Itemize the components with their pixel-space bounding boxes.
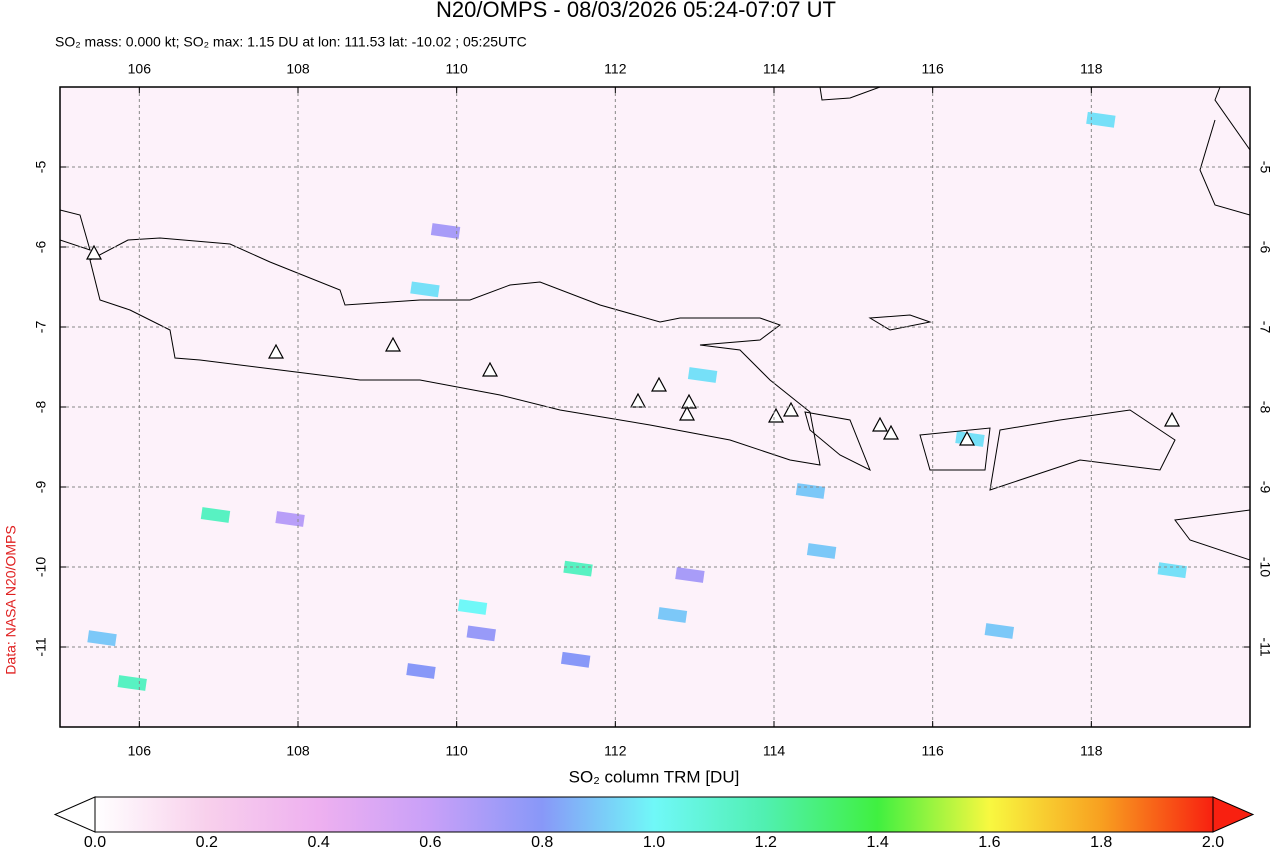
so2-cell: [657, 607, 688, 623]
x-tick-label: 108: [286, 61, 310, 77]
x-tick-label: 118: [1080, 743, 1103, 759]
x-tick-label: 116: [922, 61, 945, 77]
map-frame: [59, 86, 1251, 728]
y-tick-label: -7: [1257, 321, 1272, 334]
so2-cell: [984, 623, 1015, 639]
y-tick-label: -7: [33, 321, 49, 334]
colorbar-tick-label: 0.4: [307, 834, 329, 851]
y-tick-label: -10: [33, 557, 49, 577]
x-tick-label: 112: [604, 61, 627, 77]
x-tick-label: 112: [604, 743, 627, 759]
volcano: [767, 407, 785, 423]
volcano: [680, 393, 698, 409]
so2-cell: [806, 543, 837, 559]
colorbar-tick-label: 1.8: [1090, 834, 1112, 851]
y-tick-label: -9: [1257, 481, 1272, 494]
subtitle: SO₂ mass: 0.000 kt; SO₂ max: 1.15 DU at …: [55, 34, 527, 50]
x-tick-label: 110: [446, 743, 469, 759]
volcano: [782, 401, 800, 417]
y-tick-label: -5: [1257, 161, 1272, 174]
volcano: [871, 416, 889, 432]
so2-cell: [1157, 562, 1187, 579]
colorbar: [94, 796, 1214, 833]
volcano: [267, 343, 285, 359]
y-tick-label: -6: [33, 241, 49, 254]
y-tick-label: -11: [33, 637, 49, 656]
so2-cell: [687, 367, 718, 383]
volcano: [481, 361, 499, 377]
colorbar-min-arrow: [53, 796, 96, 833]
colorbar-tick-label: 0.6: [419, 834, 441, 851]
so2-cell: [87, 630, 117, 647]
colorbar-tick-label: 2.0: [1202, 834, 1224, 851]
coastline: [919, 427, 991, 471]
y-tick-label: -11: [1257, 637, 1272, 656]
so2-cell: [560, 651, 591, 668]
so2-cell: [275, 511, 305, 527]
cells: [87, 111, 1187, 691]
volcano: [650, 376, 668, 392]
x-tick-label: 110: [446, 61, 469, 77]
coastline: [1174, 509, 1250, 561]
coastline: [1199, 87, 1250, 216]
y-tick-label: -10: [1257, 557, 1272, 577]
colorbar-tick-label: 0.0: [84, 834, 106, 851]
coastline: [89, 237, 821, 466]
so2-cell: [430, 223, 461, 239]
coastline: [60, 209, 932, 331]
so2-cell: [466, 625, 496, 642]
axes: 106 106 108 108 110 110 112 112 114 114 116 116 118 1…: [33, 61, 1272, 759]
volcano: [384, 336, 402, 352]
x-tick-label: 116: [922, 743, 945, 759]
volcano: [678, 405, 696, 421]
y-tick-label: -6: [1257, 241, 1272, 254]
so2-cell: [457, 599, 488, 615]
x-tick-label: 118: [1080, 61, 1103, 77]
y-tick-label: -5: [33, 161, 49, 174]
so2-cell: [1086, 111, 1116, 128]
so2-cell: [410, 281, 440, 298]
coastline: [989, 409, 1176, 491]
volcanoes: [85, 244, 1181, 446]
x-tick-label: 108: [286, 743, 310, 759]
x-tick-label: 114: [763, 61, 786, 77]
coastlines: [60, 87, 1250, 561]
coastline: [819, 87, 881, 101]
y-tick-label: -9: [33, 481, 49, 494]
chart-title: N20/OMPS - 08/03/2026 05:24-07:07 UT: [436, 0, 836, 22]
colorbar-tick-label: 1.6: [978, 834, 1000, 851]
x-tick-label: 106: [128, 743, 152, 759]
colorbar-tick-label: 1.2: [755, 834, 777, 851]
x-tick-label: 114: [763, 743, 786, 759]
y-tick-label: -8: [1257, 401, 1272, 414]
so2-cell: [406, 663, 436, 679]
volcano: [85, 244, 103, 260]
so2-cell: [563, 560, 593, 577]
coastline: [804, 411, 871, 472]
y-tick-label: -8: [33, 401, 49, 414]
so2-cell: [200, 507, 231, 523]
colorbar-tick-label: 0.2: [196, 834, 218, 851]
so2-cell: [117, 675, 147, 691]
volcano: [1163, 411, 1181, 427]
colorbar-tick-label: 1.4: [866, 834, 888, 851]
colorbar-max-arrow: [1212, 796, 1255, 833]
x-tick-label: 106: [128, 61, 152, 77]
so2-cell: [675, 567, 705, 583]
colorbar-label: SO₂ column TRM [DU]: [569, 767, 740, 786]
colorbar-tick-label: 0.8: [531, 834, 553, 851]
volcano: [882, 424, 900, 440]
volcano: [958, 430, 976, 446]
credit: Data: NASA N20/OMPS: [3, 525, 19, 674]
colorbar-tick-label: 1.0: [643, 834, 665, 851]
